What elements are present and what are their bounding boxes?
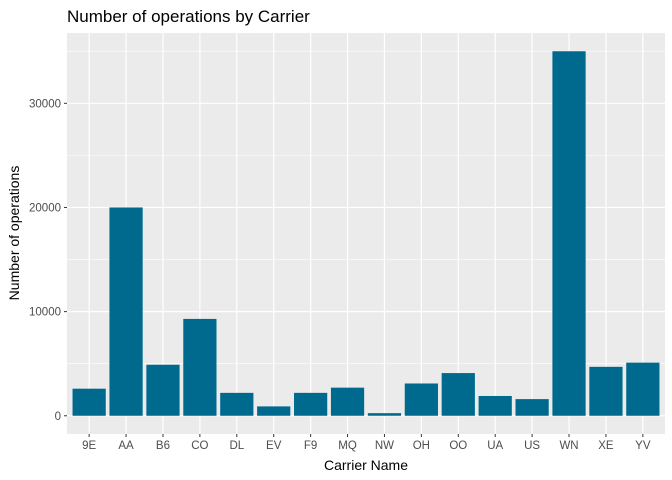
y-axis-ticks: 0 10000 20000 30000 [29,98,67,423]
x-tick-label: XE [598,440,614,452]
x-axis-ticks: 9E AA B6 CO DL EV F9 MQ NW OH OO UA US WN XE YV [82,434,651,452]
x-tick-label: B6 [156,440,170,452]
x-tick-label: UA [487,440,503,452]
x-tick-label: YV [635,440,651,452]
bar-ua [478,395,512,416]
y-tick-label: 10000 [29,307,61,319]
bar-dl [220,392,254,416]
bar-nw [367,413,402,416]
y-axis-title: Number of operations [6,166,22,301]
bar-wn [552,51,586,416]
x-tick-label: EV [266,440,282,452]
bar-mq [330,387,365,416]
bar-xe [589,366,623,416]
x-tick-label: 9E [82,440,96,452]
x-tick-label: CO [191,440,208,452]
x-tick-label: WN [559,440,578,452]
y-tick-label: 30000 [29,98,61,110]
x-tick-label: MQ [338,440,357,452]
x-axis-title: Carrier Name [324,457,408,473]
x-tick-label: F9 [304,440,317,452]
x-tick-label: AA [118,440,134,452]
bar-yv [626,362,660,416]
bar-oh [404,383,438,416]
chart-title: Number of operations by Carrier [67,7,310,26]
bar-ev [257,406,291,416]
bar-oo [441,373,475,416]
x-tick-label: OO [449,440,467,452]
bar-aa [109,207,143,416]
bar-b6 [146,364,180,416]
x-tick-label: DL [229,440,244,452]
x-tick-label: OH [413,440,430,452]
bar-9e [72,388,106,416]
bars [72,51,660,416]
bar-co [183,318,217,416]
y-tick-label: 20000 [29,202,61,214]
y-tick-label: 0 [55,411,61,423]
x-tick-label: US [524,440,540,452]
x-tick-label: NW [375,440,394,452]
bar-f9 [294,392,328,416]
bar-us [515,399,549,416]
